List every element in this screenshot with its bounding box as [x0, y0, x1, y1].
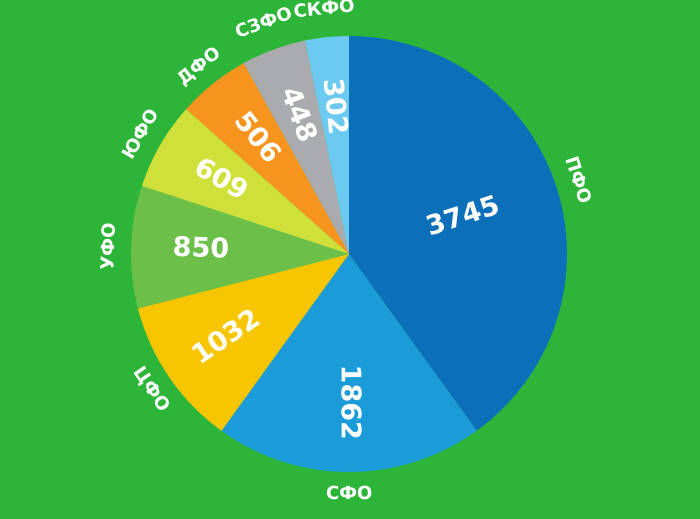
pie-slice	[221, 254, 477, 472]
pie-slice	[130, 185, 349, 309]
value-label: 302	[317, 77, 354, 136]
category-label: СКФО	[293, 0, 356, 22]
category-label: СЗФО	[232, 3, 295, 43]
pie-slice	[141, 109, 349, 254]
value-label: 850	[172, 232, 229, 265]
pie-slice	[243, 40, 349, 255]
pie-slice	[349, 36, 568, 431]
category-label: СФО	[326, 483, 372, 504]
category-label: УФО	[97, 222, 120, 270]
value-label: 1862	[335, 365, 366, 440]
pie-slice	[186, 63, 349, 254]
pie-slice	[137, 254, 349, 431]
category-label: ПФО	[560, 154, 595, 206]
pie-slice	[305, 36, 349, 254]
